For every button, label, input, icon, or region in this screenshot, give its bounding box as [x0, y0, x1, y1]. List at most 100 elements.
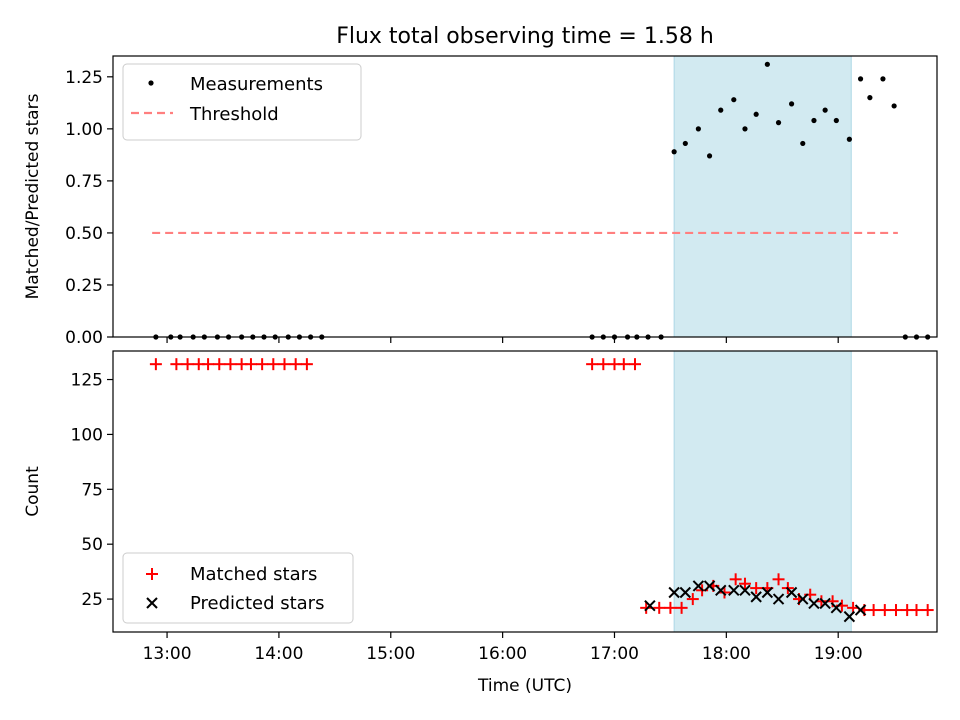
matched-star-point: [181, 358, 194, 371]
count-legend-box: [122, 552, 354, 624]
ratio-y-axis-label: Matched/Predicted stars: [23, 93, 43, 299]
matched-star-point: [586, 358, 599, 371]
y-tick-label: 75: [81, 480, 103, 500]
predicted-star-point: [761, 586, 774, 599]
y-tick-label: 0.25: [65, 276, 103, 296]
predicted-star-point: [728, 584, 740, 596]
count-plot-frame: [112, 350, 938, 633]
matched-star-point: [910, 604, 923, 617]
y-tick-label: 100: [71, 425, 103, 445]
x-axis-label: Time (UTC): [477, 676, 572, 696]
measurement-point: [880, 76, 886, 82]
matched-star-point: [597, 358, 610, 371]
measurement-point: [822, 107, 828, 113]
predicted-star-point: [772, 593, 785, 605]
x-tick-label: 15:00: [366, 644, 415, 664]
x-tick-label: 18:00: [702, 644, 751, 664]
measurement-point: [695, 126, 701, 132]
count-legend: Matched stars Predicted stars: [122, 552, 354, 624]
count-y-axis-label: Count: [23, 466, 43, 517]
legend-measurements-marker: [148, 80, 154, 86]
predicted-star-point: [668, 586, 680, 599]
ratio-legend: Measurements Threshold: [122, 63, 362, 141]
ratio-plot-frame: [112, 55, 938, 338]
measurement-point: [800, 140, 806, 147]
matched-star-point: [202, 358, 215, 371]
matched-star-point: [878, 604, 891, 617]
predicted-star-point: [679, 586, 692, 599]
measurement-point: [731, 97, 737, 103]
measurement-point: [811, 117, 817, 124]
measurement-point: [671, 149, 677, 155]
matched-star-point: [244, 358, 257, 371]
chart-title: Flux total observing time = 1.58 h: [336, 24, 714, 49]
measurement-point: [857, 76, 864, 82]
measurement-point: [788, 101, 795, 107]
matched-star-point: [149, 358, 162, 371]
matched-star-point: [213, 358, 226, 371]
measurement-point: [833, 117, 839, 124]
y-tick-label: 125: [71, 371, 103, 391]
matched-star-point: [267, 358, 280, 371]
matched-star-point: [867, 604, 880, 617]
ratio-legend-box: [122, 63, 362, 141]
measurement-point: [682, 140, 688, 147]
predicted-star-point: [692, 580, 705, 592]
legend-matched-label: Matched stars: [190, 564, 317, 585]
matched-star-point: [278, 358, 291, 371]
measurement-point: [706, 153, 713, 159]
matched-star-point: [718, 586, 731, 599]
matched-star-point: [256, 358, 269, 371]
count-y-ticks: 25 50 75 100 125: [71, 371, 113, 610]
x-tick-label: 19:00: [814, 644, 863, 664]
measurement-point: [753, 111, 759, 117]
predicted-star-point: [785, 586, 798, 599]
predicted-star-point: [797, 593, 809, 605]
matched-star-point: [729, 573, 742, 586]
matched-star-point: [664, 601, 677, 614]
measurement-point: [891, 103, 897, 109]
ratio-x-ticks: [166, 337, 839, 343]
matched-star-point: [300, 358, 313, 371]
legend-measurements-label: Measurements: [190, 74, 323, 95]
matched-star-point: [628, 358, 641, 371]
matched-star-point: [675, 601, 688, 614]
y-tick-label: 25: [81, 590, 103, 610]
legend-predicted-marker: [146, 597, 158, 609]
x-tick-label: 17:00: [590, 644, 639, 664]
y-tick-label: 50: [81, 535, 103, 555]
matched-star-point: [653, 601, 666, 614]
measurement-point: [764, 61, 770, 67]
ratio-y-ticks: 0.00 0.25 0.50 0.75 1.00 1.25: [65, 68, 113, 348]
matched-star-point: [772, 573, 785, 586]
matched-star-point: [686, 593, 699, 606]
measurement-point: [718, 107, 724, 113]
predicted-star-point: [715, 584, 727, 596]
measurement-point: [846, 136, 852, 142]
y-tick-label: 1.25: [65, 68, 103, 88]
legend-threshold-label: Threshold: [189, 104, 279, 125]
predicted-star-point: [644, 599, 656, 612]
y-tick-label: 0.00: [65, 328, 103, 348]
measurement-point: [867, 95, 873, 101]
y-tick-label: 1.00: [65, 120, 103, 140]
matched-star-point: [921, 604, 934, 617]
count-panel: 25 50 75 100 125 13:00 14:00 15:00 16:00 17:00 18…: [23, 350, 938, 696]
matched-star-point: [289, 358, 302, 371]
matched-star-point: [640, 601, 653, 614]
predicted-star-point: [843, 610, 856, 623]
y-tick-label: 0.75: [65, 172, 103, 192]
predicted-star-point: [703, 580, 716, 592]
matched-star-point: [617, 358, 630, 371]
count-x-ticks: 13:00 14:00 15:00 16:00 17:00 18:00 19:00: [143, 632, 863, 664]
x-tick-label: 16:00: [478, 644, 527, 664]
measurement-point: [742, 126, 748, 132]
legend-predicted-label: Predicted stars: [190, 593, 324, 614]
count-marks: [149, 358, 934, 623]
measurement-point: [775, 120, 782, 126]
predicted-star-point: [854, 604, 867, 616]
matched-star-point: [224, 358, 237, 371]
predicted-star-point: [750, 591, 762, 603]
y-tick-label: 0.50: [65, 224, 103, 244]
